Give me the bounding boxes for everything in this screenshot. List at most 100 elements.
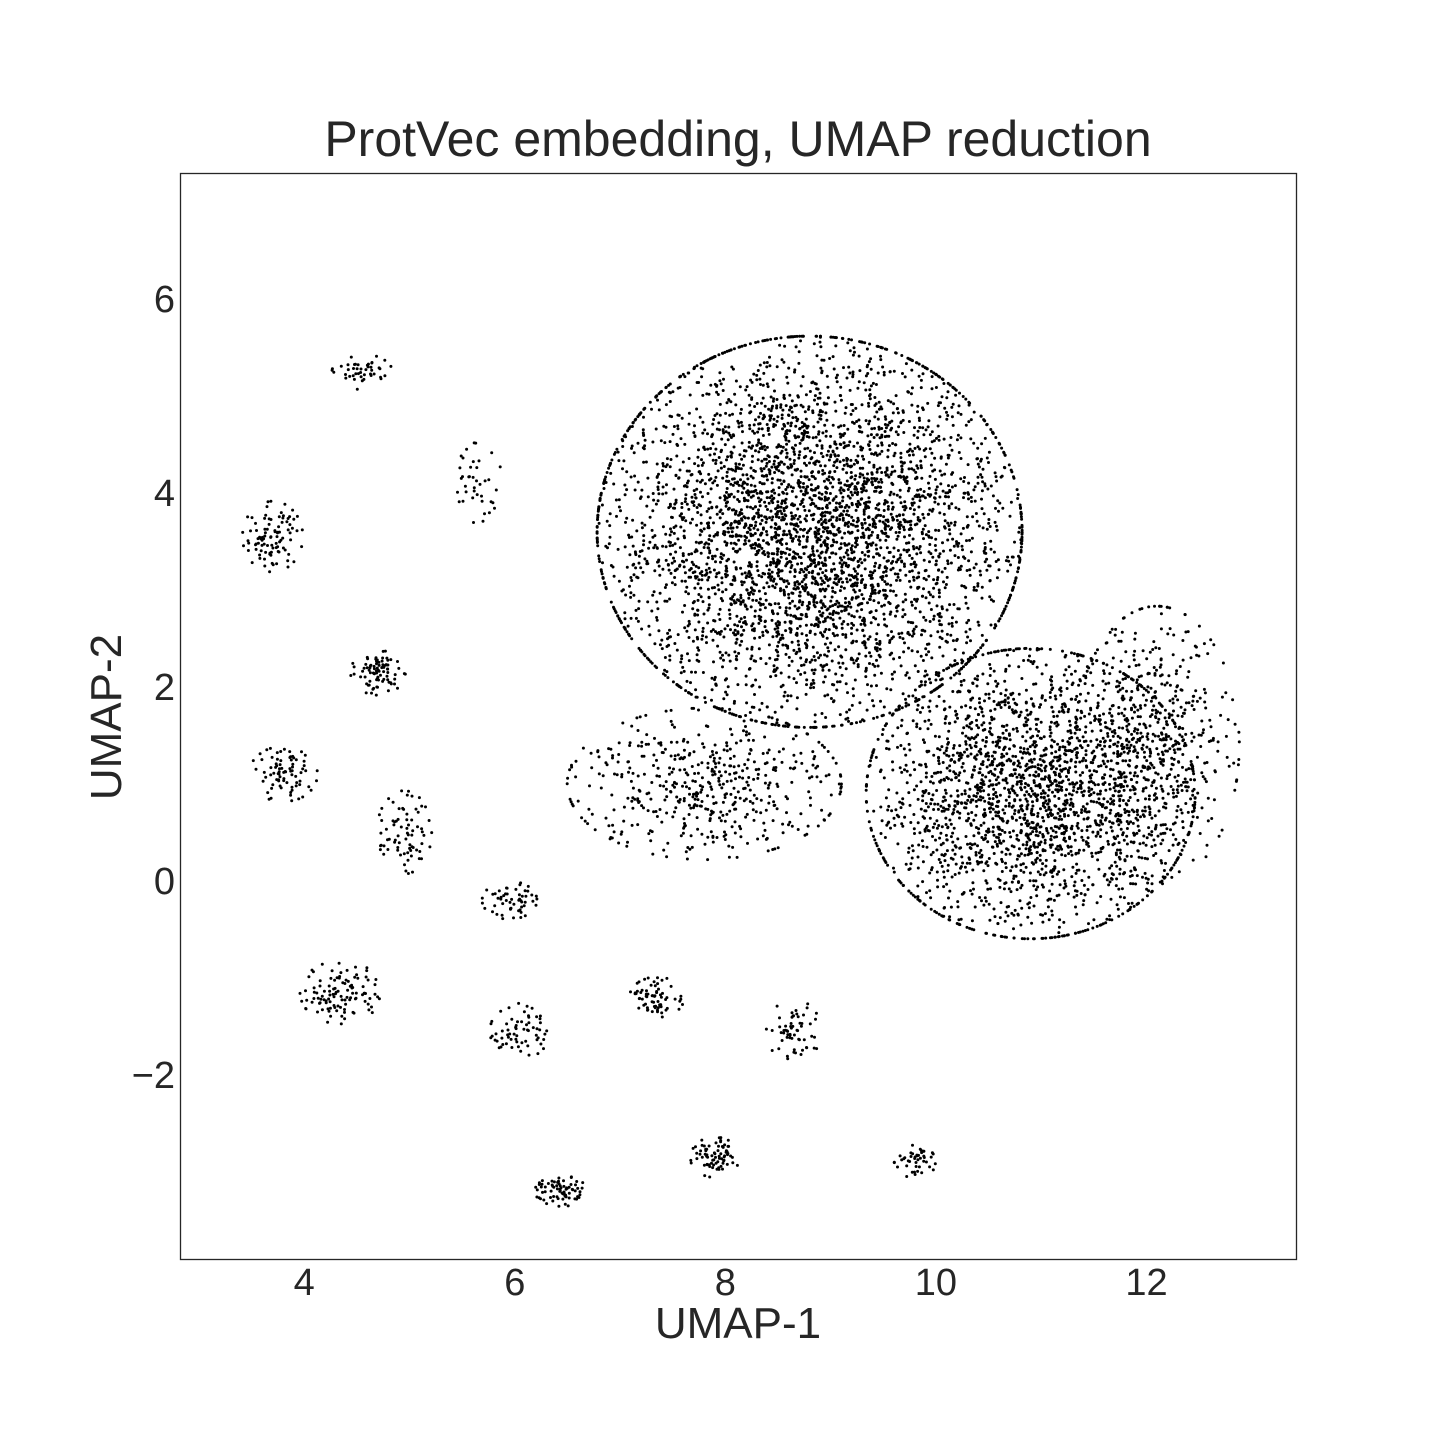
data-point bbox=[782, 423, 786, 427]
data-point bbox=[1028, 773, 1032, 777]
data-point bbox=[780, 633, 784, 637]
data-point bbox=[1024, 782, 1027, 785]
data-point bbox=[678, 375, 682, 379]
data-point bbox=[713, 414, 717, 417]
data-point bbox=[714, 462, 718, 465]
data-point bbox=[929, 608, 933, 611]
data-point bbox=[902, 548, 906, 552]
data-point bbox=[901, 884, 905, 887]
data-point bbox=[813, 594, 817, 598]
data-point bbox=[882, 705, 886, 709]
data-point bbox=[921, 494, 924, 498]
data-point bbox=[866, 542, 870, 546]
data-point bbox=[927, 718, 931, 722]
data-point bbox=[712, 660, 715, 664]
data-point bbox=[938, 836, 942, 840]
data-point bbox=[777, 723, 781, 727]
data-point bbox=[852, 588, 856, 592]
data-point bbox=[681, 372, 685, 376]
data-point bbox=[658, 591, 662, 595]
data-point bbox=[822, 479, 826, 483]
data-point bbox=[770, 406, 774, 410]
data-point bbox=[972, 585, 976, 589]
data-point bbox=[668, 533, 672, 537]
data-point bbox=[712, 619, 716, 622]
data-point bbox=[789, 424, 793, 428]
data-point bbox=[773, 471, 777, 474]
data-point bbox=[957, 507, 961, 511]
data-point bbox=[788, 570, 792, 574]
data-point bbox=[879, 852, 883, 856]
data-point bbox=[665, 457, 669, 461]
data-point bbox=[671, 390, 675, 394]
data-point bbox=[846, 525, 850, 528]
data-point bbox=[902, 475, 906, 479]
data-point bbox=[861, 466, 865, 470]
data-point bbox=[597, 508, 600, 512]
data-point bbox=[1024, 797, 1028, 801]
data-point bbox=[946, 538, 950, 542]
data-point bbox=[863, 583, 867, 587]
data-point bbox=[724, 572, 727, 576]
data-point bbox=[834, 552, 838, 556]
data-point bbox=[763, 404, 767, 408]
data-point bbox=[819, 535, 823, 538]
data-point bbox=[969, 889, 972, 893]
data-point bbox=[813, 382, 817, 385]
data-point bbox=[703, 428, 707, 432]
data-point bbox=[863, 341, 867, 345]
data-point bbox=[777, 493, 781, 497]
data-point bbox=[634, 417, 638, 421]
data-point bbox=[831, 485, 835, 489]
data-point bbox=[949, 835, 953, 839]
data-point bbox=[795, 696, 799, 700]
data-point bbox=[706, 621, 710, 625]
data-point bbox=[794, 514, 798, 517]
data-point bbox=[811, 645, 815, 649]
data-point bbox=[953, 659, 957, 663]
data-point bbox=[1044, 858, 1048, 862]
data-point bbox=[775, 657, 779, 661]
data-point bbox=[711, 554, 714, 558]
data-point bbox=[1094, 851, 1098, 855]
data-point bbox=[745, 491, 749, 495]
data-point bbox=[835, 518, 839, 522]
data-point bbox=[780, 502, 784, 505]
data-point bbox=[850, 475, 854, 479]
data-point bbox=[924, 596, 928, 600]
data-point bbox=[668, 597, 672, 601]
data-point bbox=[840, 536, 844, 540]
data-point bbox=[1009, 869, 1013, 873]
data-point bbox=[693, 424, 696, 428]
data-point bbox=[676, 427, 680, 431]
data-point bbox=[714, 682, 718, 686]
data-point bbox=[761, 526, 765, 530]
data-point bbox=[901, 615, 905, 619]
data-point bbox=[856, 516, 860, 520]
data-point bbox=[845, 484, 849, 488]
data-point bbox=[855, 581, 859, 585]
data-point bbox=[1142, 787, 1145, 791]
data-point bbox=[718, 516, 722, 520]
data-point bbox=[848, 496, 852, 500]
data-point bbox=[832, 699, 836, 703]
data-point bbox=[640, 521, 644, 525]
data-point bbox=[785, 557, 789, 561]
data-point bbox=[692, 504, 696, 507]
data-point bbox=[821, 571, 825, 575]
data-point bbox=[994, 524, 998, 528]
data-point bbox=[778, 577, 782, 581]
data-point bbox=[902, 747, 906, 751]
data-point bbox=[844, 635, 848, 639]
data-point bbox=[992, 669, 996, 673]
data-point bbox=[788, 408, 791, 412]
data-point bbox=[840, 655, 844, 659]
data-point bbox=[790, 564, 794, 567]
data-point bbox=[827, 519, 831, 523]
data-point bbox=[902, 562, 906, 566]
data-point bbox=[1130, 716, 1134, 720]
data-point bbox=[937, 695, 941, 698]
data-point bbox=[931, 555, 935, 559]
data-point bbox=[941, 378, 945, 381]
